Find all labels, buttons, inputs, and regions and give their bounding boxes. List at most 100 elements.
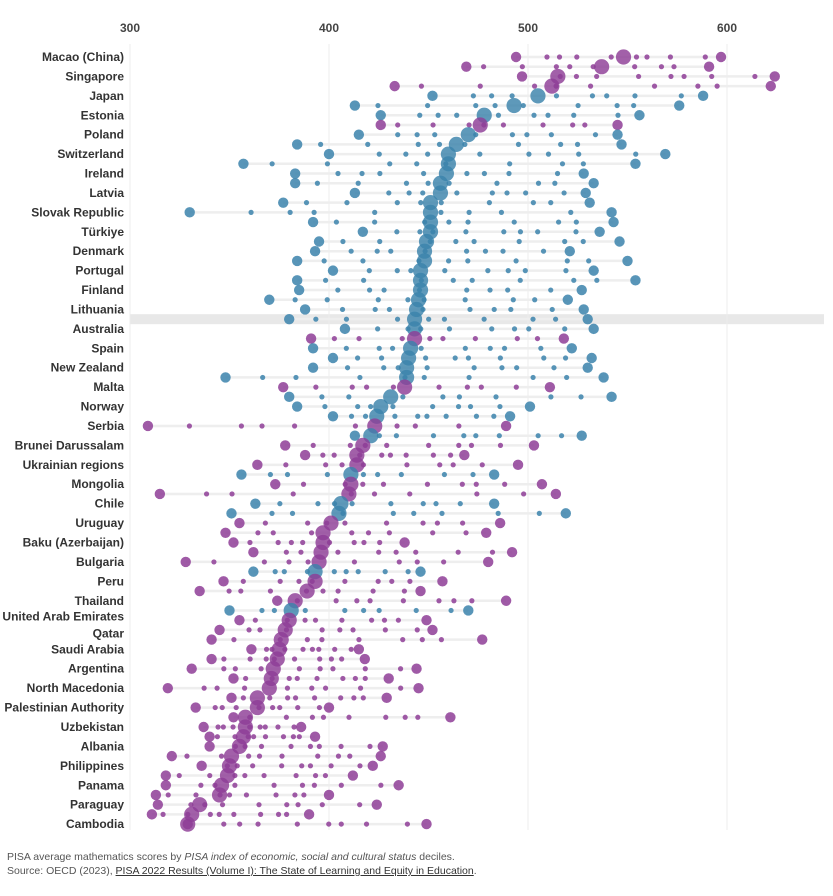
decile-dot [338,821,344,827]
lowest-decile-dot [291,275,303,286]
row-label: Paraguay [70,798,124,812]
decile-dot [575,102,581,109]
decile-dot [417,112,423,118]
decile-dot [501,345,508,351]
decile-dot [397,666,404,672]
decile-dot [497,442,504,448]
decile-dot [426,316,432,322]
row-label: Bulgaria [76,555,124,569]
row-label: Finland [81,283,124,297]
decile-dot [362,675,368,682]
decile-dot [389,578,395,584]
chart-row [299,447,470,463]
decile-dot [390,510,396,516]
decile-dot [283,811,290,817]
decile-dot [338,695,344,701]
decile-dot [309,714,316,720]
chart-row [206,632,488,648]
decile-dot [335,170,341,177]
decile-dot [381,287,387,293]
decile-dot [398,471,404,478]
decile-dot [352,423,359,429]
decile-dot [491,413,497,419]
decile-dot [361,539,367,546]
lowest-decile-dot [516,71,528,82]
chart-row: Denmark [73,243,575,259]
decile-dot [580,238,586,245]
row-label: Latvia [89,186,124,200]
lowest-decile-dot [327,411,339,422]
highest-decile-dot [421,818,432,830]
decile-dot [293,374,299,381]
chart-row: Cambodia [66,816,432,832]
source-link[interactable]: PISA 2022 Results (Volume I): The State … [115,865,474,877]
decile-dot [347,442,353,448]
decile-dot [323,462,329,468]
chart-row [238,156,641,172]
decile-dot [395,132,401,138]
decile-dot [247,656,253,662]
highest-decile-dot [411,663,422,674]
decile-dot [530,316,536,322]
main-dot [544,78,560,94]
decile-dot [313,384,319,390]
decile-dot [418,83,425,89]
lowest-decile-dot [252,459,263,471]
decile-dot [522,268,528,274]
decile-dot [450,462,456,468]
decile-dot [267,695,273,701]
decile-dot [571,112,577,118]
decile-dot [427,335,433,342]
lowest-decile-dot [291,255,303,267]
lowest-decile-dot [349,430,361,441]
decile-dot [356,335,362,342]
decile-dot [658,64,665,70]
chart-row: Poland [84,127,623,143]
decile-dot [419,637,425,643]
lowest-decile-dot [150,789,162,801]
decile-dot [322,277,329,283]
decile-dot [494,180,500,186]
decile-dot [284,471,291,478]
decile-dot [614,102,620,109]
decile-dot [586,258,592,264]
highest-decile-dot [512,459,524,471]
lowest-decile-dot [218,576,229,587]
decile-dot [290,491,296,497]
decile-dot [651,83,658,89]
decile-dot [238,423,244,429]
decile-dot [462,345,468,351]
decile-dot [632,64,638,70]
chart-row: Ireland [85,165,589,182]
decile-dot [292,792,298,798]
decile-dot [283,462,289,468]
decile-dot [436,141,443,147]
decile-dot [455,549,461,555]
decile-dot [589,93,596,99]
decile-dot [361,607,367,614]
decile-dot [469,598,475,604]
lowest-decile-dot [220,372,231,383]
decile-dot [371,491,378,497]
decile-dot [478,384,484,390]
decile-dot [383,714,389,720]
decile-dot [258,666,264,672]
decile-dot [473,102,479,109]
decile-dot [388,501,394,507]
decile-dot [568,209,574,215]
chart-row [291,272,641,288]
lowest-decile-dot [160,770,172,781]
decile-dot [324,297,330,303]
decile-dot [300,539,306,546]
decile-dot [474,491,480,497]
chart-row: Paraguay [70,797,382,813]
row-label: Portugal [75,264,124,278]
decile-dot [267,588,274,594]
decile-dot [406,190,412,196]
lowest-decile-dot [166,750,177,762]
decile-dot [388,248,394,254]
decile-dot [307,763,314,769]
decile-dot [548,200,554,206]
highest-decile-dot [614,236,625,247]
highest-decile-dot [578,304,589,315]
